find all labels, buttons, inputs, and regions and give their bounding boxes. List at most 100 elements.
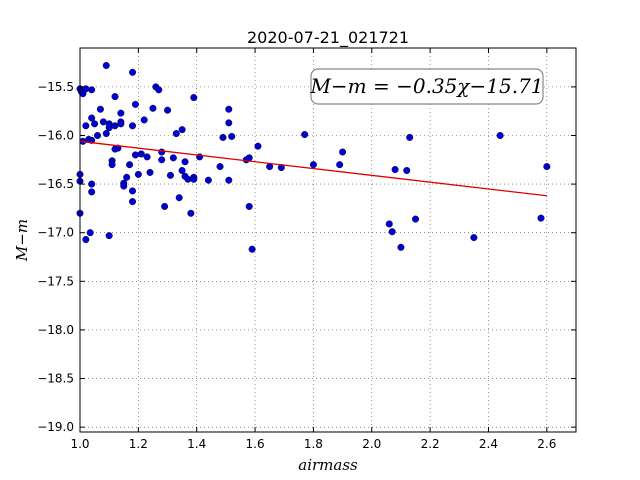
- data-point: [131, 151, 139, 159]
- data-point: [470, 234, 478, 242]
- data-point: [102, 130, 110, 138]
- data-point: [169, 154, 177, 162]
- data-point: [161, 202, 169, 210]
- y-tick-label: −16.5: [37, 177, 74, 191]
- data-point: [129, 198, 137, 206]
- data-point: [137, 150, 145, 158]
- data-point: [406, 133, 414, 141]
- data-point: [155, 86, 163, 94]
- data-point: [82, 122, 90, 130]
- x-tick-label: 1.8: [304, 437, 323, 451]
- data-point: [187, 209, 195, 217]
- data-point: [245, 202, 253, 210]
- data-point: [184, 175, 192, 183]
- data-point: [219, 133, 227, 141]
- data-point: [190, 175, 198, 183]
- y-tick-label: −18.5: [37, 372, 74, 386]
- fit-annotation: M−m = −0.35χ−15.71: [309, 68, 544, 105]
- x-tick-label: 2.0: [362, 437, 381, 451]
- data-point: [134, 170, 142, 178]
- data-point: [129, 68, 137, 76]
- data-point: [158, 156, 166, 164]
- data-point: [94, 131, 102, 139]
- data-point: [88, 188, 96, 196]
- data-point: [228, 132, 236, 140]
- data-point: [225, 105, 233, 113]
- y-axis-label: M−m: [13, 219, 31, 262]
- data-point: [164, 106, 172, 114]
- data-point: [181, 158, 189, 166]
- data-point: [108, 161, 116, 169]
- data-point: [88, 180, 96, 188]
- data-point: [131, 100, 139, 108]
- data-point: [178, 166, 186, 174]
- data-point: [166, 171, 174, 179]
- axis-ticks: 1.0 1.2 1.4 1.6 1.8 2.0 2.2 2.4 2.6 −15.5 −16.0 −16…: [37, 48, 576, 451]
- x-tick-label: 2.6: [537, 437, 556, 451]
- data-point: [403, 166, 411, 174]
- data-point: [143, 153, 151, 161]
- data-point: [96, 105, 104, 113]
- data-point: [543, 163, 551, 171]
- data-point: [99, 118, 107, 126]
- data-point: [149, 104, 157, 112]
- data-point: [388, 228, 396, 236]
- data-point: [309, 161, 317, 169]
- data-point: [248, 245, 256, 253]
- y-tick-label: −18.0: [37, 323, 74, 337]
- y-tick-label: −17.5: [37, 274, 74, 288]
- data-point: [391, 166, 399, 174]
- data-point: [140, 116, 148, 124]
- grid: [79, 48, 576, 432]
- x-axis-label: airmass: [298, 456, 358, 474]
- chart-title: 2020-07-21_021721: [247, 28, 409, 48]
- data-point: [301, 131, 309, 139]
- data-point: [397, 243, 405, 251]
- x-tick-label: 2.4: [479, 437, 498, 451]
- plot-area: [80, 48, 576, 432]
- data-point: [158, 148, 166, 156]
- x-tick-label: 1.2: [129, 437, 148, 451]
- data-point: [496, 131, 504, 139]
- y-tick-label: −15.5: [37, 80, 74, 94]
- x-tick-label: 1.6: [246, 437, 265, 451]
- y-tick-label: −19.0: [37, 420, 74, 434]
- data-point: [82, 236, 90, 244]
- data-point: [129, 122, 137, 130]
- data-point: [225, 119, 233, 127]
- data-point: [146, 168, 154, 176]
- fit-equation: M−m = −0.35χ−15.71: [309, 74, 543, 98]
- data-point: [86, 229, 94, 237]
- plot-frame: [79, 47, 577, 433]
- x-tick-label: 2.2: [421, 437, 440, 451]
- data-point: [412, 215, 420, 223]
- annotation-box: [310, 68, 544, 105]
- data-point: [111, 93, 119, 101]
- data-point: [254, 142, 262, 150]
- data-point: [336, 161, 344, 169]
- x-tick-label: 1.0: [70, 437, 89, 451]
- data-points: [76, 61, 551, 253]
- y-tick-label: −16.0: [37, 128, 74, 142]
- data-point: [175, 194, 183, 202]
- data-point: [172, 130, 180, 138]
- data-point: [105, 232, 113, 240]
- fit-line: [79, 140, 547, 197]
- data-point: [190, 94, 198, 102]
- data-point: [178, 126, 186, 134]
- data-point: [88, 114, 96, 122]
- data-point: [225, 176, 233, 184]
- data-point: [111, 122, 119, 130]
- data-point: [123, 173, 131, 181]
- data-point: [102, 61, 110, 69]
- data-point: [339, 148, 347, 156]
- y-tick-label: −17.0: [37, 226, 74, 240]
- data-point: [117, 109, 125, 117]
- data-point: [216, 163, 224, 171]
- data-point: [204, 176, 212, 184]
- data-point: [126, 161, 134, 169]
- fit-line-group: [79, 140, 547, 197]
- data-point: [537, 214, 545, 222]
